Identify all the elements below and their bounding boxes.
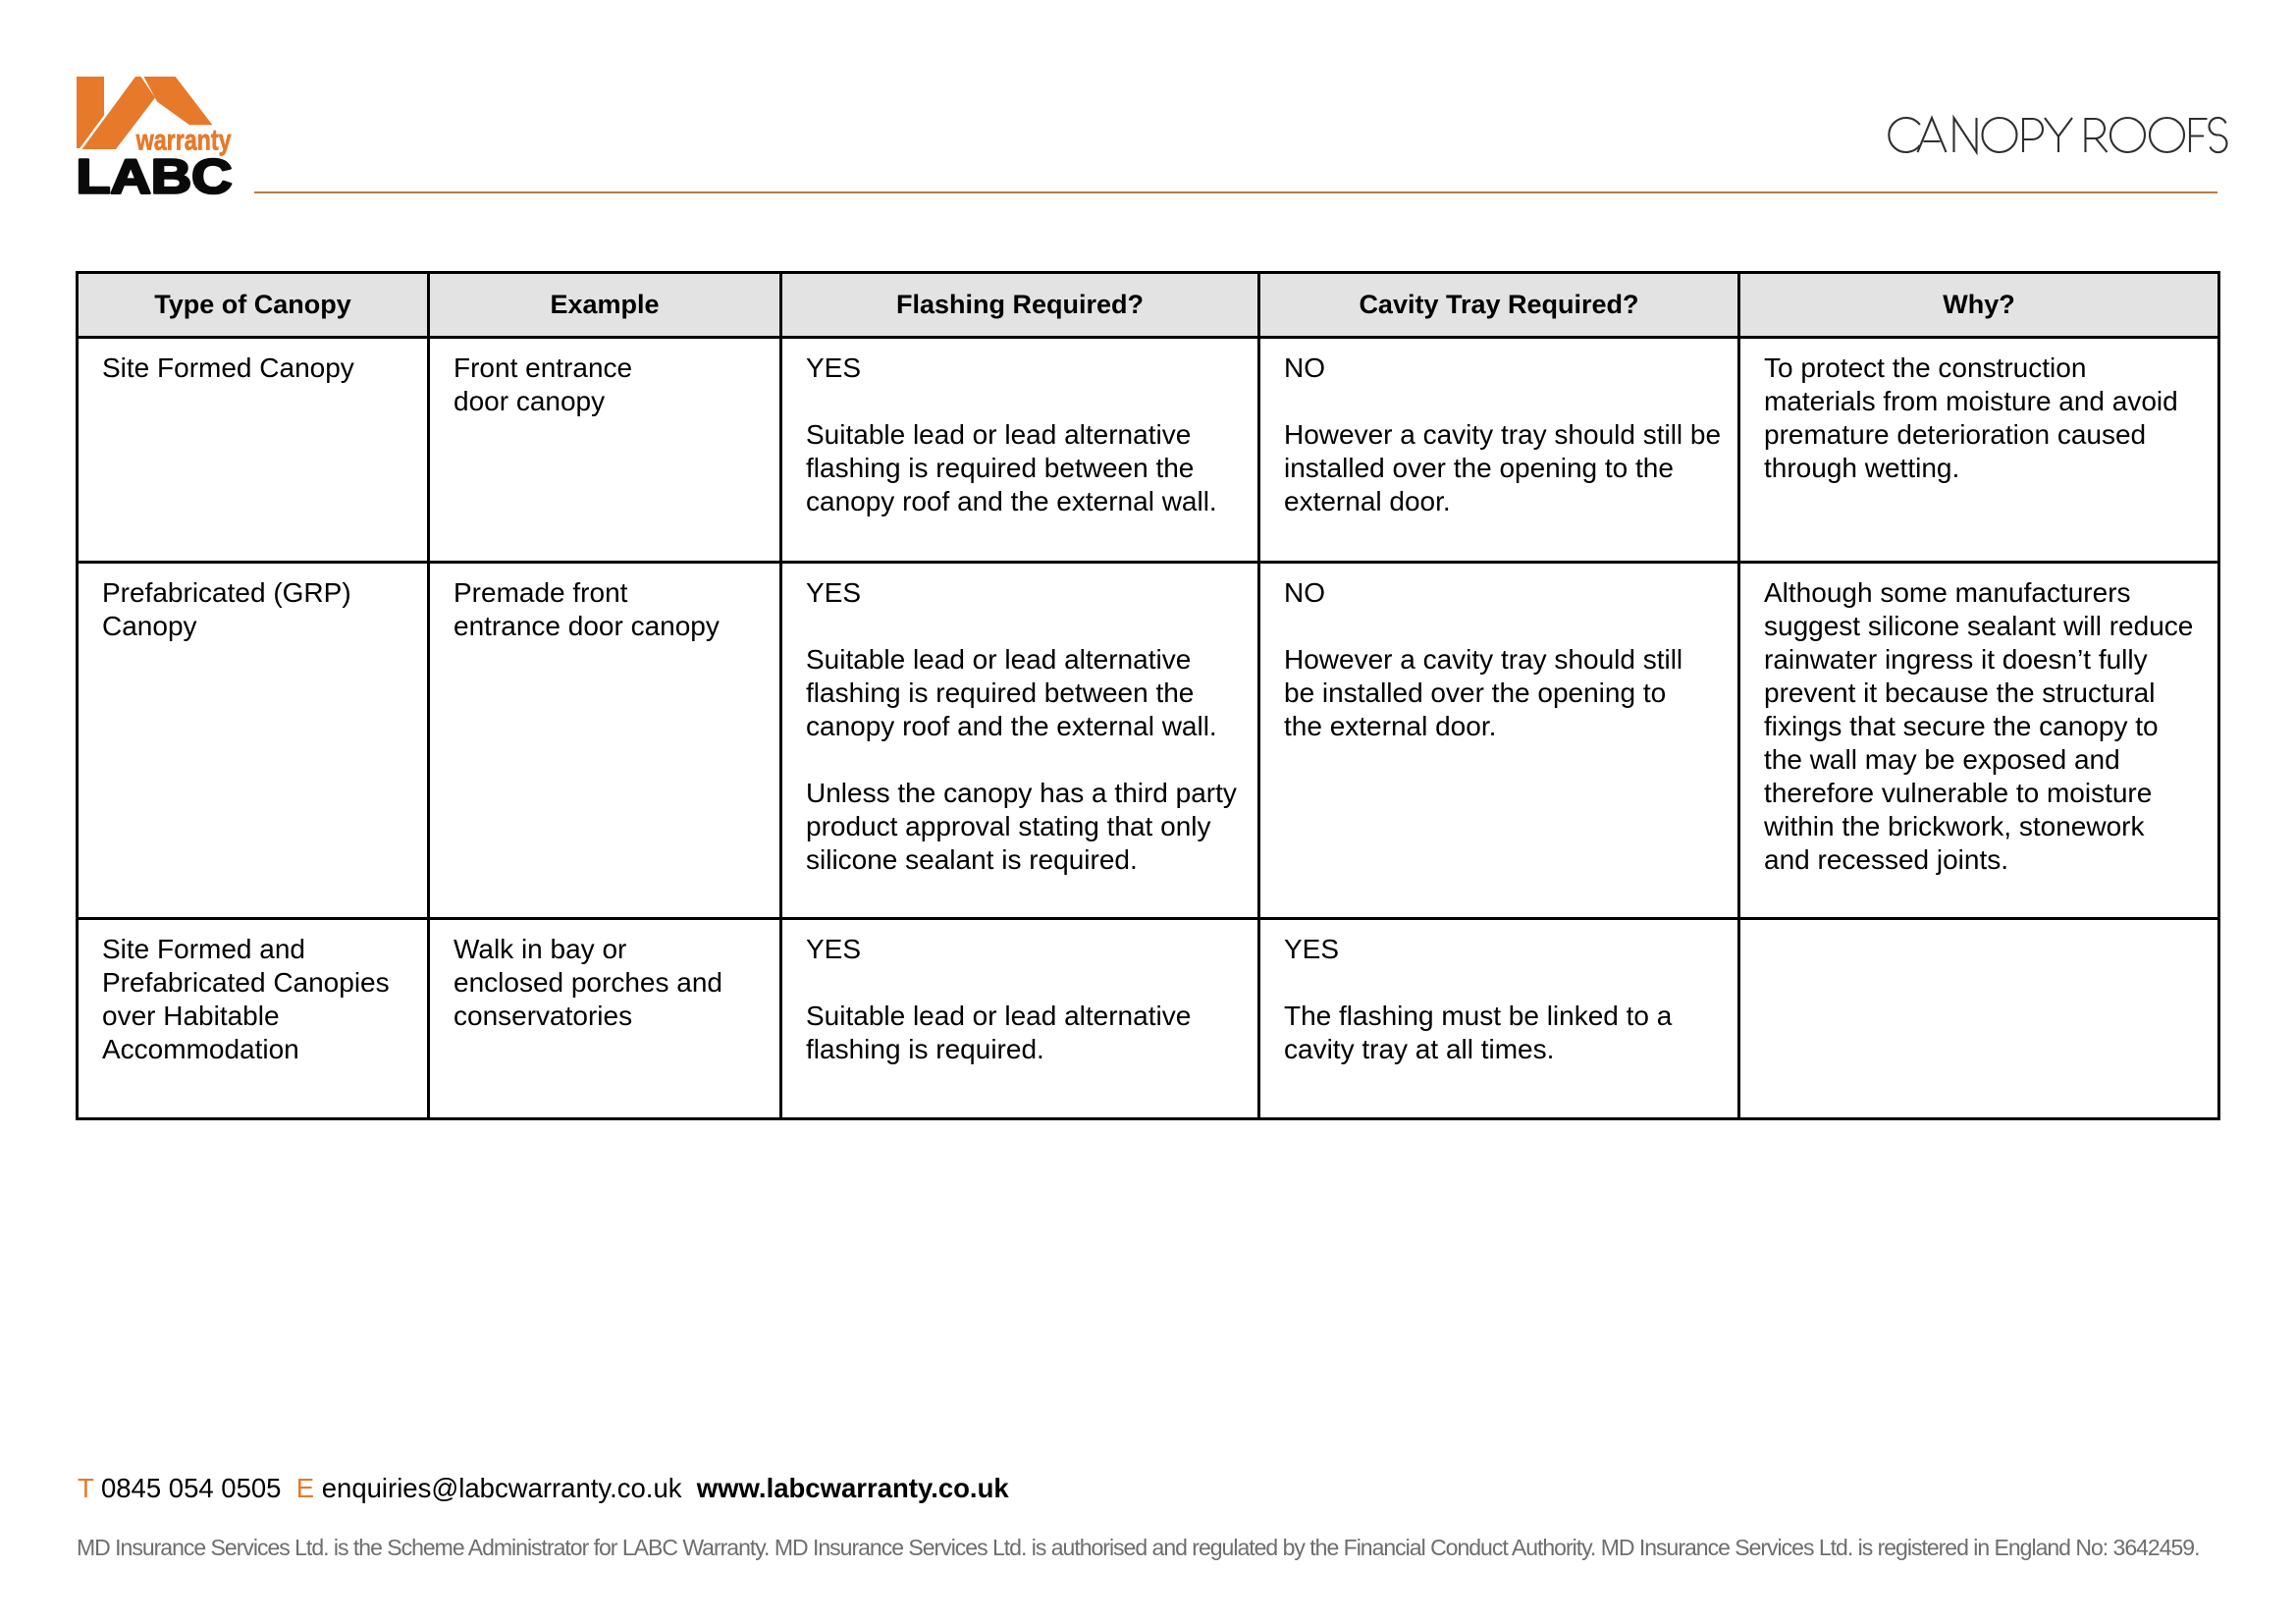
svg-text:warranty: warranty — [135, 125, 232, 157]
svg-text:LABC: LABC — [77, 151, 233, 204]
